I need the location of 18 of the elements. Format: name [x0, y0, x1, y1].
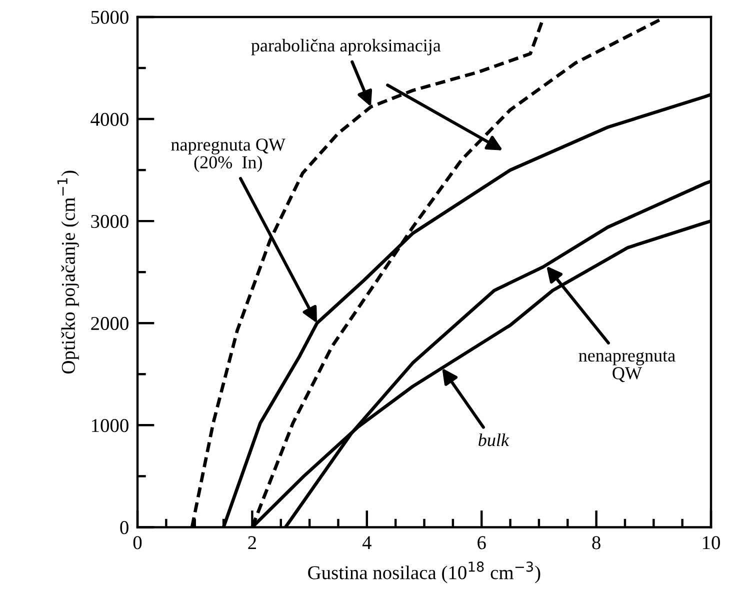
x-tick-label: 4	[362, 536, 372, 550]
y-tick-label: 0	[120, 521, 128, 534]
y-tick-label: 5000	[91, 10, 128, 24]
annotation: nenapregnuta QW	[578, 351, 676, 382]
annotation: bulk	[478, 433, 510, 446]
x-axis-title: Gustina nosilaca (10$^{18}$ cm$^{−3}$)	[308, 562, 540, 584]
x-tick-label: 8	[592, 536, 600, 550]
x-tick-label: 6	[478, 536, 486, 550]
annotation: napregnuta QW (20% In)	[171, 138, 286, 172]
y-tick-label: 4000	[90, 112, 128, 126]
y-tick-label: 1000	[92, 418, 128, 432]
annotation: parabolična aproksimacija	[251, 38, 441, 56]
x-tick-label: 10	[703, 536, 720, 550]
y-axis-title: Optičko pojačanje (cm$^{−1}$)	[57, 170, 79, 374]
y-tick-label: 3000	[91, 214, 128, 228]
x-tick-label: 2	[248, 536, 256, 550]
y-tick-label: 2000	[91, 316, 128, 330]
x-tick-label: 0	[133, 536, 142, 550]
